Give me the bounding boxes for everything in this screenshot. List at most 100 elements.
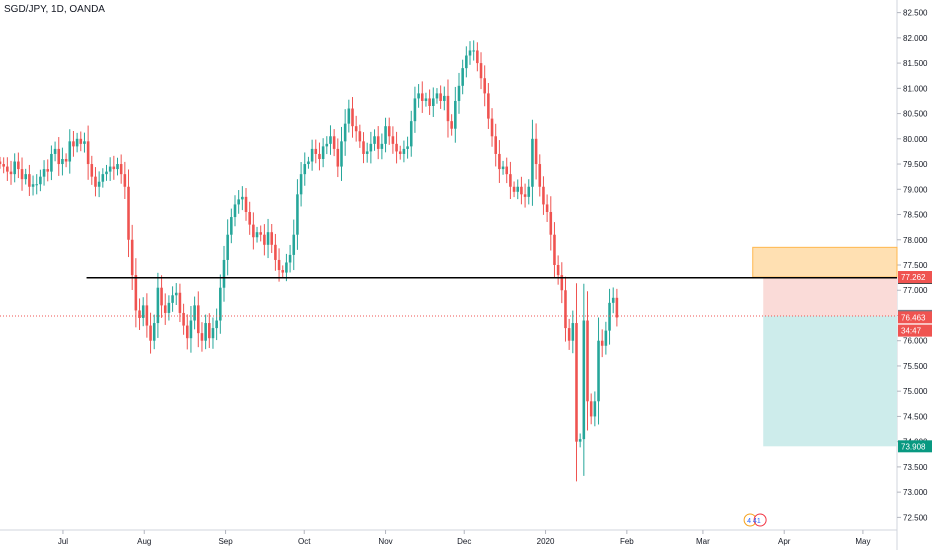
candle-body[interactable]	[307, 161, 310, 165]
candle-body[interactable]	[468, 50, 472, 56]
candle-body[interactable]	[53, 148, 57, 154]
candle-body[interactable]	[424, 98, 428, 101]
candle-body[interactable]	[299, 174, 303, 195]
candle-body[interactable]	[564, 290, 567, 329]
candle-body[interactable]	[2, 164, 5, 167]
candle-body[interactable]	[200, 333, 204, 341]
candle-body[interactable]	[457, 85, 461, 101]
candle-body[interactable]	[553, 234, 556, 265]
candle-body[interactable]	[586, 320, 589, 402]
candle-body[interactable]	[196, 305, 200, 334]
candle-body[interactable]	[413, 98, 417, 122]
candle-body[interactable]	[46, 169, 50, 172]
candle-body[interactable]	[428, 98, 431, 106]
candle-body[interactable]	[31, 184, 35, 187]
candle-body[interactable]	[542, 186, 545, 205]
candle-body[interactable]	[582, 320, 586, 440]
candle-body[interactable]	[292, 234, 296, 255]
candle-body[interactable]	[409, 121, 413, 147]
candle-body[interactable]	[351, 108, 354, 127]
candle-body[interactable]	[255, 232, 259, 238]
candle-body[interactable]	[571, 323, 575, 341]
candle-body[interactable]	[600, 340, 604, 346]
candle-body[interactable]	[274, 244, 277, 260]
candle-body[interactable]	[325, 143, 329, 147]
candle-body[interactable]	[57, 148, 61, 165]
candle-body[interactable]	[171, 295, 174, 303]
candle-body[interactable]	[516, 186, 520, 192]
candle-body[interactable]	[391, 136, 395, 144]
candle-body[interactable]	[61, 159, 64, 165]
candle-body[interactable]	[501, 166, 505, 170]
candle-body[interactable]	[373, 136, 376, 144]
candle-body[interactable]	[490, 118, 494, 137]
candle-body[interactable]	[174, 292, 178, 296]
candle-body[interactable]	[83, 141, 86, 144]
candle-body[interactable]	[487, 93, 490, 119]
candle-body[interactable]	[204, 323, 207, 341]
candle-body[interactable]	[28, 174, 31, 187]
candle-body[interactable]	[285, 262, 288, 273]
candle-body[interactable]	[406, 146, 409, 149]
candle-body[interactable]	[13, 161, 16, 175]
candle-body[interactable]	[549, 212, 553, 235]
candle-body[interactable]	[9, 171, 13, 175]
candle-body[interactable]	[222, 259, 226, 288]
candle-body[interactable]	[446, 95, 450, 122]
candle-body[interactable]	[362, 141, 365, 154]
candle-body[interactable]	[116, 164, 119, 170]
candle-body[interactable]	[211, 328, 215, 339]
candle-body[interactable]	[310, 148, 314, 162]
candle-body[interactable]	[79, 138, 83, 144]
candle-body[interactable]	[332, 136, 336, 149]
candle-body[interactable]	[476, 50, 479, 64]
candle-body[interactable]	[167, 302, 171, 313]
candle-body[interactable]	[277, 259, 281, 271]
candle-body[interactable]	[233, 204, 237, 218]
candle-body[interactable]	[134, 275, 138, 311]
candle-body[interactable]	[523, 194, 527, 197]
candle-body[interactable]	[384, 126, 387, 144]
candle-body[interactable]	[512, 186, 516, 192]
candle-body[interactable]	[567, 328, 571, 341]
candle-body[interactable]	[461, 68, 464, 86]
candle-body[interactable]	[101, 174, 105, 182]
candle-body[interactable]	[182, 312, 185, 326]
candle-body[interactable]	[398, 151, 402, 154]
candle-body[interactable]	[72, 141, 75, 147]
candle-body[interactable]	[219, 287, 222, 321]
candle-body[interactable]	[112, 166, 116, 170]
candle-body[interactable]	[6, 166, 9, 172]
candle-body[interactable]	[534, 138, 538, 165]
candle-body[interactable]	[443, 95, 446, 101]
candle-body[interactable]	[358, 131, 362, 142]
candle-body[interactable]	[296, 194, 299, 235]
candle-body[interactable]	[454, 100, 457, 129]
candle-body[interactable]	[509, 174, 512, 187]
candle-body[interactable]	[369, 143, 373, 152]
candle-body[interactable]	[163, 305, 167, 313]
candle-body[interactable]	[560, 275, 564, 291]
candle-body[interactable]	[226, 234, 229, 260]
candle-body[interactable]	[178, 292, 182, 313]
candle-body[interactable]	[241, 196, 244, 200]
candle-body[interactable]	[68, 141, 72, 162]
candle-body[interactable]	[138, 310, 141, 318]
candle-body[interactable]	[439, 93, 442, 101]
candle-body[interactable]	[281, 270, 285, 273]
candle-body[interactable]	[498, 153, 501, 170]
candle-body[interactable]	[24, 174, 27, 180]
candle-body[interactable]	[387, 126, 391, 137]
candle-body[interactable]	[527, 186, 531, 197]
candle-body[interactable]	[376, 136, 380, 149]
candle-body[interactable]	[336, 148, 340, 167]
candle-body[interactable]	[420, 93, 424, 101]
candle-body[interactable]	[244, 196, 248, 212]
candle-body[interactable]	[42, 169, 46, 177]
candle-body[interactable]	[340, 141, 343, 167]
candle-body[interactable]	[141, 305, 145, 318]
candle-body[interactable]	[145, 305, 149, 326]
candle-body[interactable]	[189, 320, 193, 339]
candle-body[interactable]	[64, 159, 68, 162]
